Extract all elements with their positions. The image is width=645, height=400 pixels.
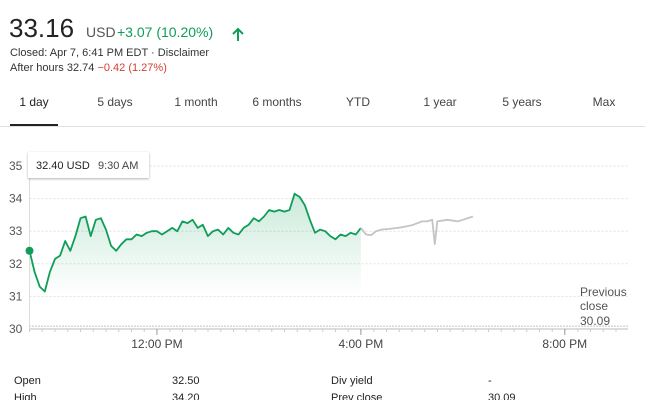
tooltip-box	[28, 152, 149, 178]
previous-close-label: close	[580, 299, 608, 313]
range-tab[interactable]: 1 year	[423, 95, 456, 109]
x-tick-label: 4:00 PM	[339, 337, 384, 351]
stat-value: 34.20	[172, 392, 200, 400]
after-hours: After hours 32.74 −0.42 (1.27%)	[10, 62, 167, 74]
y-tick-label: 32	[9, 257, 23, 271]
x-tick-label: 12:00 PM	[131, 337, 182, 351]
up-arrow	[232, 27, 244, 41]
previous-close-value: 30.09	[580, 314, 610, 328]
stat-label: Div yield	[331, 375, 373, 387]
chart: 30 31 32 33 34 35 12:00 PM 4:00 PM 8:00 PM Previo…	[9, 152, 628, 351]
range-tab[interactable]: 5 days	[97, 95, 132, 109]
range-tab[interactable]: 6 months	[252, 95, 301, 109]
after-hours-price: After hours 32.74	[10, 62, 94, 74]
after-hours-change: −0.42 (1.27%)	[97, 62, 166, 74]
area-fill	[29, 193, 361, 329]
stat-value: 30.09	[488, 392, 516, 400]
price-change: +3.07 (10.20%)	[117, 24, 213, 40]
y-tick-label: 35	[9, 159, 23, 173]
stat-value: 32.50	[172, 375, 200, 387]
previous-close-label: Previous	[580, 285, 627, 299]
price-line	[28, 192, 362, 293]
stat-value: -	[488, 375, 492, 387]
x-tick-label: 8:00 PM	[542, 337, 587, 351]
price: 33.16	[9, 13, 74, 43]
range-tabs: 1 day 5 days 1 month 6 months YTD 1 year 5 yea…	[19, 95, 615, 109]
stat-label: Open	[14, 375, 41, 387]
y-tick-label: 34	[9, 192, 23, 206]
y-tick-label: 30	[9, 322, 23, 336]
currency: USD	[86, 24, 116, 40]
y-tick-label: 33	[9, 224, 23, 238]
tooltip-time: 9:30 AM	[98, 160, 138, 172]
range-tab[interactable]: Max	[593, 95, 616, 109]
range-tab[interactable]: 1 day	[19, 95, 48, 109]
active-tab-underline	[10, 124, 58, 127]
y-tick-label: 31	[9, 289, 23, 303]
hover-dot	[25, 246, 34, 255]
stats-table: Open 32.50 Div yield - High 34.20 Prev close 30…	[14, 375, 516, 400]
status[interactable]: Closed: Apr 7, 6:41 PM EDT · Disclaimer	[10, 47, 209, 59]
tooltip-price: 32.40 USD	[36, 160, 90, 172]
stat-label: High	[14, 392, 37, 400]
range-tab[interactable]: 5 years	[502, 95, 541, 109]
price-line	[360, 215, 474, 246]
range-tab[interactable]: 1 month	[174, 95, 217, 109]
stat-label: Prev close	[331, 392, 382, 400]
range-tab[interactable]: YTD	[346, 95, 370, 109]
